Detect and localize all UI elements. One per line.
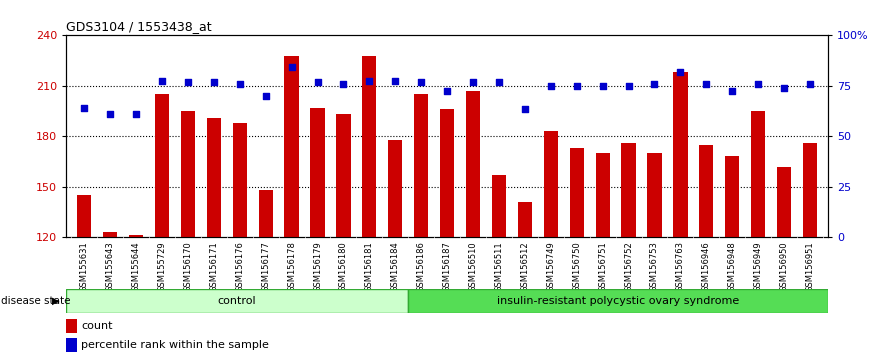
Text: percentile rank within the sample: percentile rank within the sample [81,340,270,350]
Point [129,112,143,117]
Bar [66,338,78,352]
Point [544,83,558,89]
Bar [408,289,828,313]
Bar [751,111,766,237]
Bar [103,232,117,237]
Bar [181,111,195,237]
Point [751,81,766,87]
Point [725,88,739,94]
Point [362,78,376,84]
Bar [362,56,376,237]
Point [440,88,455,94]
Bar [155,94,169,237]
Text: GSM156187: GSM156187 [442,241,452,292]
Text: GDS3104 / 1553438_at: GDS3104 / 1553438_at [66,20,211,33]
Bar [777,167,791,237]
Point [155,78,169,84]
Bar [466,91,480,237]
Bar [518,202,532,237]
Point [259,93,273,99]
Bar [725,156,739,237]
Text: GSM156184: GSM156184 [391,241,400,292]
Text: GSM155631: GSM155631 [79,241,89,292]
Bar [596,153,610,237]
Bar [700,145,714,237]
Text: GSM156176: GSM156176 [235,241,244,292]
Text: GSM156753: GSM156753 [650,241,659,292]
Text: GSM156750: GSM156750 [573,241,581,292]
Bar [66,319,78,333]
Point [337,81,351,87]
Text: GSM156751: GSM156751 [598,241,607,292]
Point [570,83,584,89]
Text: GSM156512: GSM156512 [521,241,529,292]
Bar [570,148,584,237]
Bar [129,235,144,237]
Point [492,80,506,85]
Text: GSM156951: GSM156951 [805,241,815,292]
Text: GSM156752: GSM156752 [624,241,633,292]
Point [78,105,92,110]
Text: GSM156186: GSM156186 [417,241,426,292]
Point [700,81,714,87]
Text: GSM156178: GSM156178 [287,241,296,292]
Text: GSM156180: GSM156180 [339,241,348,292]
Bar [66,289,408,313]
Text: GSM156950: GSM156950 [780,241,788,292]
Point [777,85,791,90]
Bar [621,143,636,237]
Bar [544,131,558,237]
Point [466,80,480,85]
Point [518,107,532,112]
Bar [285,56,299,237]
Text: GSM156179: GSM156179 [313,241,322,292]
Point [414,80,428,85]
Point [310,80,324,85]
Bar [440,109,455,237]
Point [233,81,247,87]
Text: GSM156749: GSM156749 [546,241,555,292]
Text: GSM155643: GSM155643 [106,241,115,292]
Bar [233,123,247,237]
Bar [673,73,687,237]
Point [648,81,662,87]
Text: control: control [218,296,256,306]
Bar [492,175,506,237]
Point [103,112,117,117]
Point [596,83,610,89]
Text: GSM156948: GSM156948 [728,241,737,292]
Text: GSM156763: GSM156763 [676,241,685,292]
Text: count: count [81,321,113,331]
Bar [258,190,273,237]
Point [389,78,403,84]
Text: ▶: ▶ [52,296,60,306]
Bar [337,114,351,237]
Text: GSM156946: GSM156946 [702,241,711,292]
Bar [648,153,662,237]
Text: GSM156511: GSM156511 [494,241,503,292]
Text: insulin-resistant polycystic ovary syndrome: insulin-resistant polycystic ovary syndr… [497,296,739,306]
Text: GSM155729: GSM155729 [158,241,167,292]
Point [285,64,299,70]
Text: GSM156177: GSM156177 [261,241,270,292]
Bar [389,140,403,237]
Bar [78,195,92,237]
Bar [803,143,817,237]
Text: disease state: disease state [1,296,70,306]
Text: GSM156510: GSM156510 [469,241,478,292]
Text: GSM156949: GSM156949 [753,241,763,292]
Point [207,80,221,85]
Point [181,80,195,85]
Bar [207,118,221,237]
Point [803,81,817,87]
Text: GSM156170: GSM156170 [183,241,192,292]
Point [621,83,635,89]
Text: GSM156171: GSM156171 [210,241,218,292]
Text: GSM155644: GSM155644 [131,241,141,292]
Bar [414,94,428,237]
Point [673,70,687,75]
Bar [310,108,324,237]
Text: GSM156181: GSM156181 [365,241,374,292]
